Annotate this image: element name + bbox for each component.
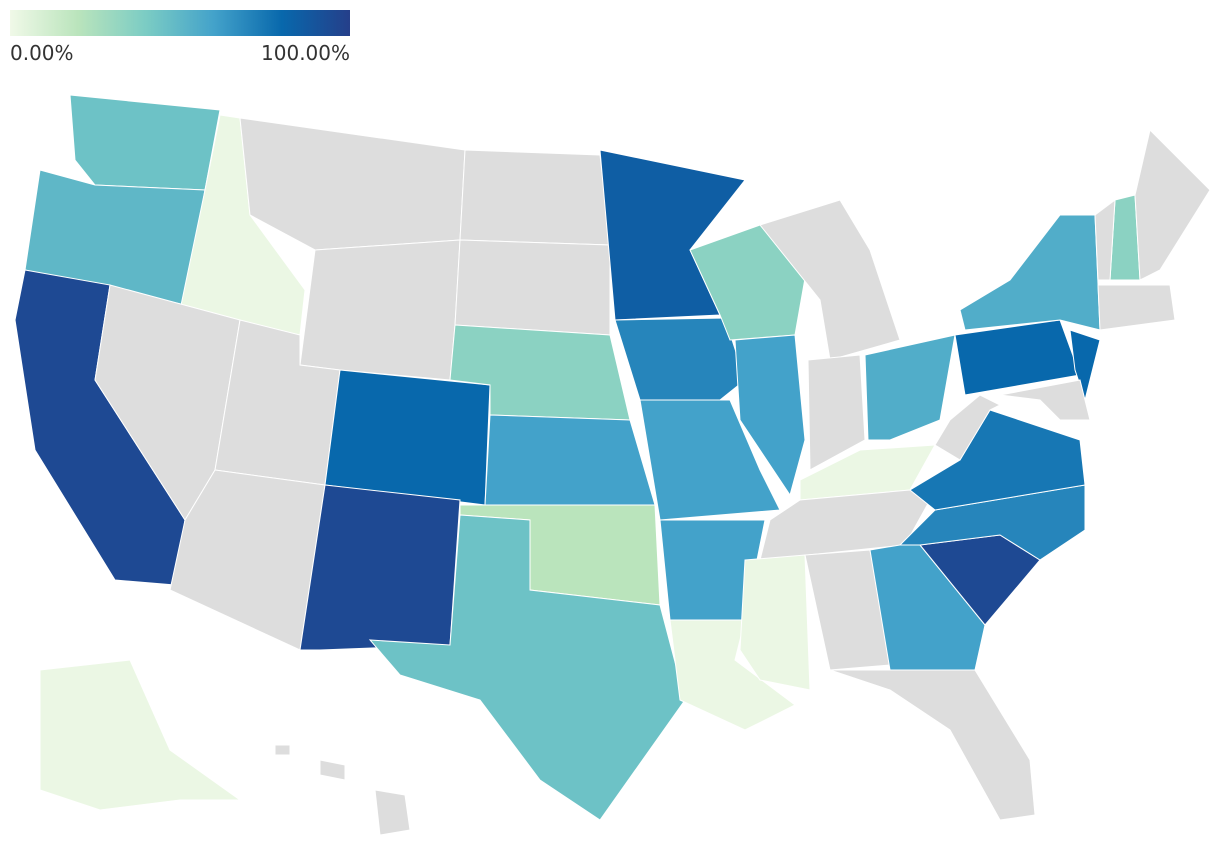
region — [324, 369, 491, 506]
region — [1094, 198, 1116, 281]
region — [734, 334, 806, 497]
region — [1134, 129, 1211, 281]
region — [639, 399, 781, 521]
region — [739, 554, 811, 691]
region — [454, 239, 611, 336]
region — [1097, 284, 1176, 331]
region — [959, 214, 1101, 331]
region — [799, 444, 936, 501]
region — [459, 149, 611, 246]
region — [807, 354, 866, 471]
legend-max-label: 100.00% — [261, 41, 350, 65]
legend-min-label: 0.00% — [10, 41, 74, 65]
region — [69, 94, 221, 191]
region — [39, 659, 242, 811]
region — [374, 789, 411, 836]
region — [999, 379, 1091, 421]
region — [484, 414, 656, 506]
region — [368, 514, 686, 821]
region — [169, 469, 326, 651]
region — [864, 334, 956, 441]
region — [299, 484, 461, 651]
region — [239, 117, 466, 251]
legend-bar — [10, 10, 350, 36]
region — [934, 394, 1002, 461]
region — [759, 199, 901, 361]
region — [299, 239, 461, 381]
region — [274, 744, 291, 756]
region — [319, 759, 346, 781]
region — [829, 669, 1036, 821]
region — [614, 317, 746, 401]
